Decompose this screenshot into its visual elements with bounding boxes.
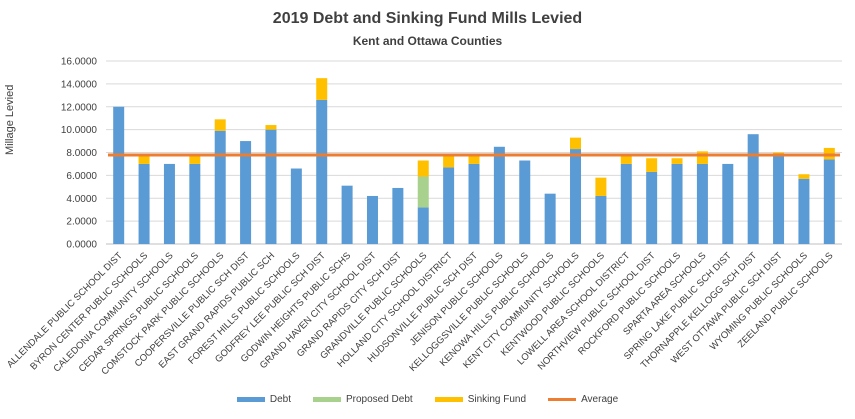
y-tick-label: 0.0000 — [66, 240, 97, 251]
legend: Debt Proposed Debt Sinking Fund Average — [0, 394, 855, 405]
bar-debt — [316, 99, 328, 244]
y-tick-label: 16.0000 — [61, 57, 98, 68]
bar-debt — [468, 163, 480, 244]
bar-debt — [265, 129, 277, 244]
bar-sinking-fund — [316, 78, 328, 100]
bar-debt — [646, 171, 658, 244]
bar-debt — [240, 141, 252, 244]
y-tick-label: 10.0000 — [61, 125, 98, 136]
bar-sinking-fund — [798, 174, 810, 179]
legend-item-average: Average — [548, 394, 618, 405]
bar-debt — [290, 168, 302, 244]
bar-sinking-fund — [646, 158, 658, 172]
bar-debt — [163, 163, 175, 244]
y-tick-label: 4.0000 — [66, 194, 97, 205]
bar-debt — [341, 185, 353, 244]
bar-debt — [696, 163, 708, 244]
legend-swatch-proposed-debt — [312, 397, 341, 402]
legend-swatch-average — [548, 398, 577, 401]
bar-sinking-fund — [214, 119, 226, 131]
bar-debt — [519, 160, 531, 244]
y-tick-label: 8.0000 — [66, 148, 97, 159]
y-tick-label: 12.0000 — [61, 102, 98, 113]
bar-debt — [392, 187, 404, 244]
bar-sinking-fund — [468, 153, 480, 164]
bar-debt — [443, 167, 455, 244]
bar-sinking-fund — [671, 158, 683, 164]
bar-sinking-fund — [417, 160, 429, 177]
bar-debt — [747, 134, 759, 244]
bar-debt — [823, 159, 835, 244]
bar-debt — [595, 195, 607, 244]
bar-sinking-fund — [189, 153, 201, 164]
bar-sinking-fund — [696, 151, 708, 164]
bar-debt — [493, 146, 505, 244]
bar-debt — [570, 149, 582, 244]
bar-debt — [113, 106, 125, 244]
legend-swatch-debt — [236, 397, 265, 402]
bar-sinking-fund — [138, 153, 150, 164]
legend-item-debt: Debt — [236, 394, 291, 405]
legend-label-debt: Debt — [269, 394, 291, 405]
y-tick-label: 6.0000 — [66, 171, 97, 182]
bar-sinking-fund — [570, 137, 582, 150]
chart-title: 2019 Debt and Sinking Fund Mills Levied — [272, 10, 583, 27]
y-tick-label: 2.0000 — [66, 217, 97, 228]
legend-item-proposed-debt: Proposed Debt — [312, 394, 413, 405]
bar-sinking-fund — [620, 154, 632, 164]
legend-item-sinking-fund: Sinking Fund — [434, 394, 527, 405]
bar-sinking-fund — [595, 177, 607, 196]
bar-debt — [722, 163, 734, 244]
legend-label-average: Average — [581, 394, 619, 405]
bar-debt — [671, 163, 683, 244]
bar-sinking-fund — [443, 154, 455, 168]
bar-sinking-fund — [265, 125, 277, 130]
y-tick-label: 14.0000 — [61, 79, 98, 90]
chart-plot: 0.0000 2.0000 4.0000 6.0000 8.0000 10.0000 12.… — [5, 57, 842, 377]
legend-label-sinking-fund: Sinking Fund — [467, 394, 527, 405]
bar-debt — [366, 195, 378, 244]
bar-debt — [189, 163, 201, 244]
bar-debt — [138, 163, 150, 244]
bar-debt — [773, 154, 785, 244]
legend-swatch-sinking-fund — [434, 397, 463, 402]
bar-debt — [214, 130, 226, 244]
bar-debt — [798, 178, 810, 244]
legend-label-proposed-debt: Proposed Debt — [345, 394, 413, 405]
bar-proposed-debt — [417, 176, 429, 208]
bar-debt — [620, 163, 632, 244]
bar-debt — [544, 193, 556, 244]
bar-debt — [417, 207, 429, 244]
chart-subtitle: Kent and Ottawa Counties — [352, 34, 503, 48]
